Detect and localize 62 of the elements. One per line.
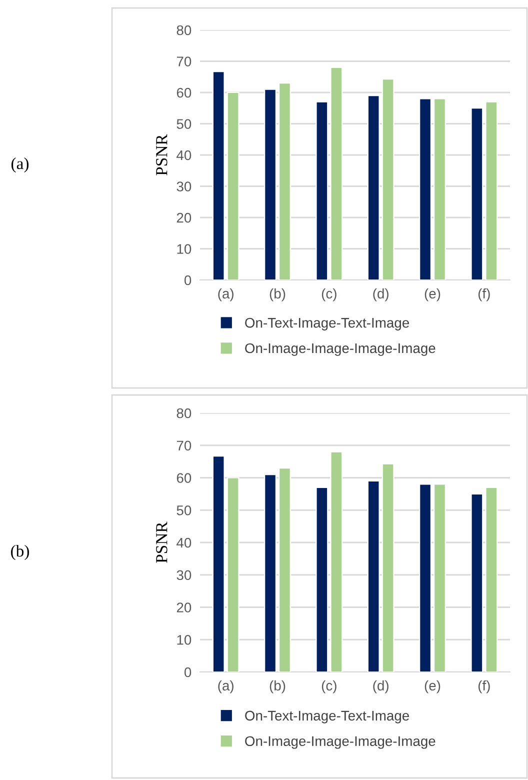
x-tick-label: (d) (373, 288, 388, 302)
bar (264, 474, 277, 672)
bar (264, 88, 277, 280)
y-tick-label: 50 (176, 119, 192, 129)
y-tick-label: 30 (176, 570, 192, 580)
y-axis-title: PSNR (156, 134, 168, 176)
legend-label: On-Text-Image-Text-Image (245, 710, 409, 724)
y-tick-label: 20 (176, 212, 192, 223)
bar (212, 71, 225, 280)
bar (485, 486, 498, 672)
bar (470, 493, 484, 672)
bar (419, 98, 432, 280)
x-tick-label: (f) (478, 680, 490, 694)
x-tick-label: (c) (322, 288, 336, 302)
y-tick-label: 60 (176, 88, 192, 98)
legend-label: On-Image-Image-Image-Image (245, 343, 436, 356)
y-tick-label: 80 (176, 25, 192, 36)
y-axis-title: PSNR (156, 522, 168, 563)
y-tick-label: 10 (177, 634, 192, 645)
y-tick-label: 60 (176, 473, 192, 483)
bar (485, 101, 498, 280)
bar (278, 467, 291, 672)
bar (382, 78, 394, 280)
y-tick-label: 50 (176, 505, 192, 516)
bar (316, 486, 328, 672)
bar (433, 98, 446, 280)
bar (316, 101, 328, 280)
y-tick-label: 0 (184, 275, 192, 286)
y-tick-label: 70 (176, 56, 192, 66)
x-tick-label: (c) (322, 680, 336, 694)
y-tick-label: 40 (176, 538, 192, 548)
text: (b) (11, 544, 29, 560)
x-tick-label: (a) (218, 288, 234, 302)
bar (278, 82, 291, 280)
bar (226, 92, 240, 280)
bar (382, 463, 394, 672)
x-tick-label: (e) (424, 288, 440, 302)
x-tick-label: (a) (218, 680, 234, 694)
bar (330, 451, 343, 672)
y-tick-label: 10 (177, 244, 192, 254)
x-tick-label: (e) (424, 680, 440, 694)
bar (330, 66, 343, 280)
bar (212, 456, 225, 672)
x-tick-label: (d) (373, 680, 388, 694)
y-tick-label: 80 (176, 408, 192, 418)
y-tick-label: 40 (176, 150, 192, 160)
bar (419, 484, 432, 672)
y-tick-label: 70 (176, 440, 192, 451)
text: (a) (11, 157, 29, 173)
x-tick-label: (f) (478, 288, 490, 302)
bar (367, 95, 380, 280)
legend-label: On-Image-Image-Image-Image (245, 736, 436, 749)
x-tick-label: (b) (270, 288, 286, 302)
bar (226, 477, 240, 672)
x-tick-label: (b) (270, 680, 286, 694)
y-tick-label: 20 (176, 602, 192, 612)
bar (367, 480, 380, 672)
y-tick-label: 30 (176, 182, 192, 192)
y-tick-label: 0 (184, 667, 192, 678)
legend-label: On-Text-Image-Text-Image (245, 318, 409, 330)
bar (470, 108, 484, 280)
bar (433, 484, 446, 672)
